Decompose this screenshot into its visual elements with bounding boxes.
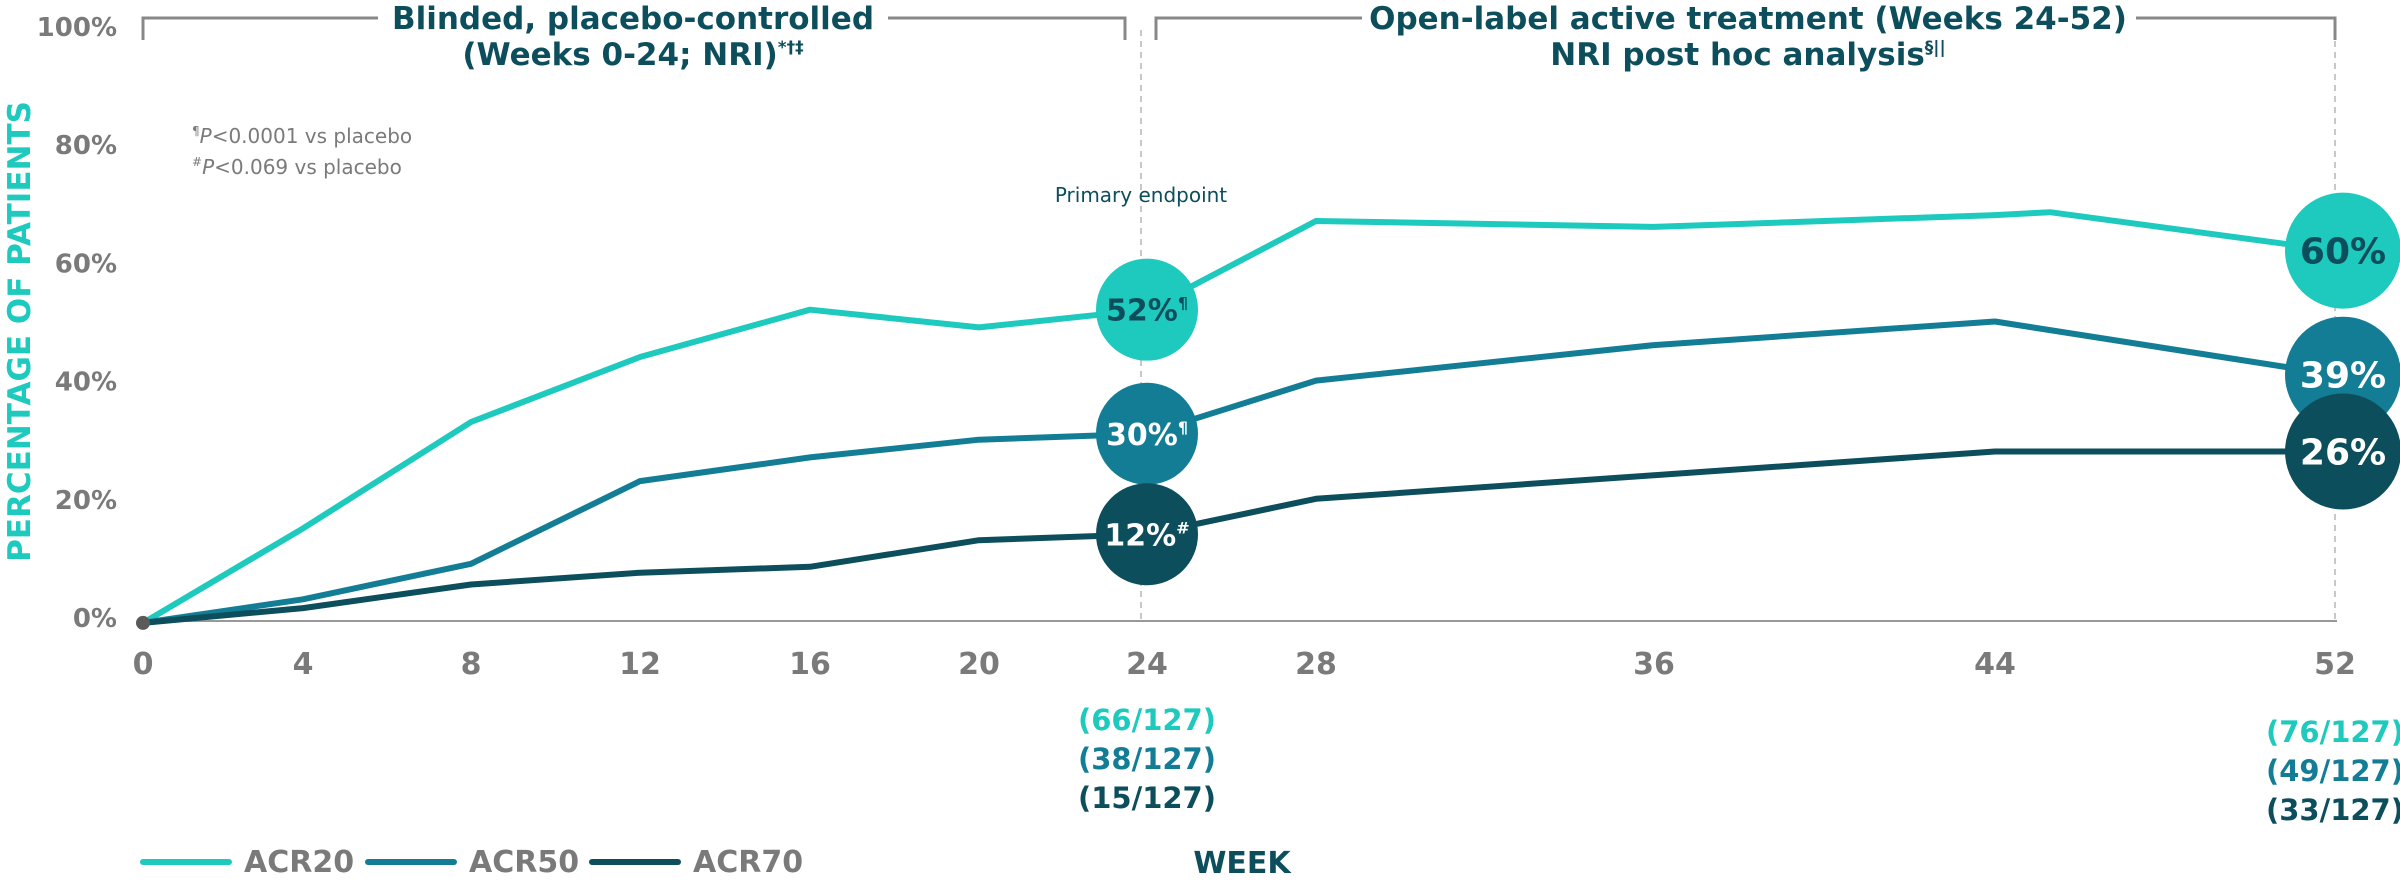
y-tick-label: 20%	[55, 486, 117, 516]
footnote-italic: P	[200, 124, 213, 148]
value-bubble	[1096, 382, 1198, 485]
value-bubble	[2285, 192, 2400, 309]
x-axis-title: WEEK	[1193, 846, 1292, 881]
legend-label: ACR20	[244, 845, 354, 880]
value-label: 30%¶	[1106, 418, 1188, 453]
x-tick-label: 8	[461, 647, 482, 682]
y-tick-label: 40%	[55, 368, 117, 398]
value-label-superscript: #	[1176, 518, 1189, 537]
series-line-acr70	[140, 448, 2338, 626]
x-tick-label: 28	[1295, 647, 1337, 682]
count-label: (33/127)	[2266, 793, 2400, 827]
footnote: #P<0.069 vs placebo	[192, 155, 402, 179]
value-label: 39%	[2300, 356, 2386, 397]
x-tick-label: 52	[2314, 647, 2356, 682]
value-label: 26%	[2300, 433, 2386, 474]
y-tick-label: 80%	[55, 131, 117, 161]
legend-label: ACR50	[469, 845, 579, 880]
value-bubble	[2285, 393, 2400, 510]
y-tick-label: 100%	[37, 13, 117, 43]
x-tick-label: 44	[1974, 647, 2016, 682]
value-label-superscript: ¶	[1178, 294, 1188, 313]
count-label: (76/127)	[2266, 715, 2400, 749]
count-label: (66/127)	[1078, 703, 1216, 737]
phase-bracket-left-start	[141, 16, 378, 40]
phase-bracket-left-end	[888, 16, 1127, 40]
footnote: ¶P<0.0001 vs placebo	[192, 124, 412, 148]
footnote-italic: P	[202, 155, 215, 179]
count-label: (15/127)	[1078, 781, 1216, 815]
phase-bracket-right-start	[1154, 16, 1362, 40]
y-tick-label: 60%	[55, 249, 117, 279]
value-bubble	[1096, 258, 1198, 361]
phase-title-line: Blinded, placebo-controlled	[392, 1, 874, 37]
legend-label: ACR70	[693, 845, 803, 880]
phase-title-line: NRI post hoc analysis§||	[1550, 37, 1945, 73]
value-label: 52%¶	[1106, 294, 1188, 329]
series-line-acr20	[140, 209, 2338, 626]
annotation-text: Primary endpoint	[1055, 183, 1227, 207]
footnote-text: <0.0001 vs placebo	[212, 124, 412, 148]
phase-title-line: (Weeks 0-24; NRI)*†‡	[462, 37, 803, 73]
y-tick-label: 0%	[73, 604, 117, 634]
phase-title-superscript: §||	[1925, 38, 1946, 58]
phase-title-line: Open-label active treatment (Weeks 24-52…	[1369, 1, 2127, 37]
phase-bracket-right-end	[2136, 16, 2337, 40]
value-bubble	[1096, 483, 1198, 586]
footnote-text: <0.069 vs placebo	[214, 155, 402, 179]
x-tick-label: 20	[958, 647, 1000, 682]
footnote-mark: ¶	[192, 124, 200, 138]
value-label-superscript: ¶	[1178, 418, 1188, 437]
x-tick-label: 0	[133, 647, 154, 682]
count-label: (38/127)	[1078, 742, 1216, 776]
origin-dot	[136, 615, 150, 630]
series-line-acr50	[140, 318, 2338, 626]
x-tick-label: 12	[619, 647, 661, 682]
count-label: (49/127)	[2266, 754, 2400, 788]
value-label: 12%#	[1104, 518, 1189, 553]
y-axis-label: PERCENTAGE OF PATIENTS	[2, 101, 38, 562]
x-tick-label: 4	[293, 647, 314, 682]
footnote-mark: #	[192, 155, 202, 169]
value-label: 60%	[2300, 232, 2386, 273]
x-tick-label: 24	[1126, 647, 1168, 682]
phase-title-superscript: *†‡	[778, 38, 804, 58]
x-tick-label: 16	[789, 647, 831, 682]
x-tick-label: 36	[1633, 647, 1675, 682]
